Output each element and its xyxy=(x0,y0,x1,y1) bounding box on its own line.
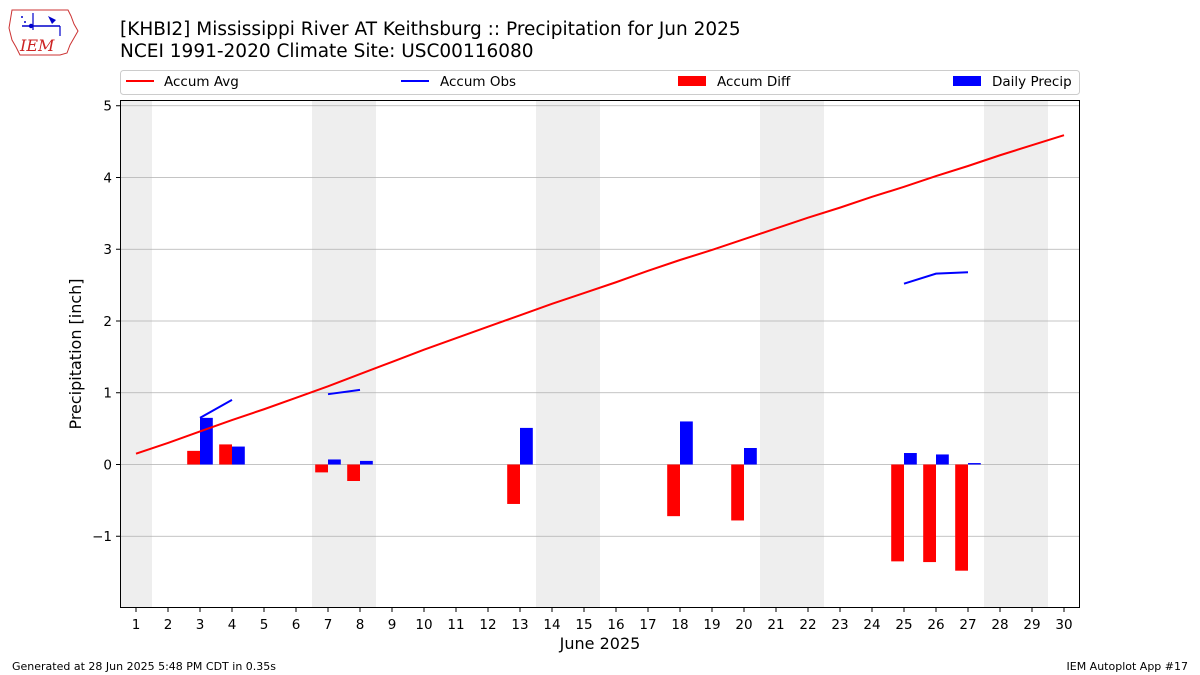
accum-obs-line-segment-1 xyxy=(199,399,233,419)
daily-precip-bar-day-25 xyxy=(904,453,917,465)
x-tick-label-16: 16 xyxy=(607,617,624,633)
legend-box xyxy=(120,70,1080,95)
daily-precip-bar-day-20 xyxy=(744,447,757,465)
y-tick-label-4: 4 xyxy=(103,170,112,186)
daily-precip-bar-day-13 xyxy=(520,427,533,465)
daily-precip-bar-day-4 xyxy=(232,446,245,465)
plot-frame xyxy=(120,100,1080,608)
x-axis-ticks: 1 2 3 4 5 6 7 8 9 10 11 12 13 14 15 16 17 18 19 20 21 22 23 24 2… xyxy=(132,608,1073,633)
chart-subtitle: NCEI 1991-2020 Climate Site: USC00116080 xyxy=(120,41,534,62)
x-tick-label-5: 5 xyxy=(260,617,269,633)
accum-diff-bar-day-26 xyxy=(923,464,936,563)
accum-obs-line-segment-2 xyxy=(327,388,361,396)
accum-diff-bar-day-20 xyxy=(731,464,744,521)
legend-swatch-accum-diff xyxy=(678,76,706,86)
x-tick-label-8: 8 xyxy=(356,617,365,633)
x-tick-label-4: 4 xyxy=(228,617,237,633)
x-tick-label-7: 7 xyxy=(324,617,333,633)
accum-diff-bar-day-4 xyxy=(219,444,232,465)
x-tick-label-1: 1 xyxy=(132,617,141,633)
x-tick-label-29: 29 xyxy=(1023,617,1040,633)
y-tick-label-2: 2 xyxy=(103,314,112,330)
daily-precip-bar-day-27 xyxy=(968,463,981,465)
weekend-band-day-8 xyxy=(344,100,376,608)
lines xyxy=(135,134,1065,455)
y-tick-label--1: −1 xyxy=(92,529,112,545)
daily-precip-bar-day-8 xyxy=(360,460,373,465)
weekend-band-day-7 xyxy=(312,100,344,608)
iowa-outline-icon xyxy=(8,9,79,56)
x-tick-label-2: 2 xyxy=(164,617,173,633)
weekend-shading xyxy=(120,100,1048,608)
weekend-band-day-21 xyxy=(760,100,792,608)
x-tick-label-28: 28 xyxy=(991,617,1008,633)
accum-obs-line-segment-3 xyxy=(903,271,969,285)
x-tick-label-27: 27 xyxy=(959,617,976,633)
y-tick-label-3: 3 xyxy=(103,242,112,258)
x-tick-label-15: 15 xyxy=(575,617,592,633)
x-tick-label-3: 3 xyxy=(196,617,205,633)
x-tick-label-11: 11 xyxy=(447,617,464,633)
accum-diff-bar-day-18 xyxy=(667,464,680,517)
weekend-band-day-28 xyxy=(984,100,1016,608)
accum-diff-bar-day-13 xyxy=(507,464,520,504)
legend-label-accum-diff: Accum Diff xyxy=(717,74,791,90)
weather-station-icon xyxy=(21,13,61,36)
y-axis-ticks: −1 0 1 2 3 4 5 xyxy=(92,99,120,545)
legend-label-daily-precip: Daily Precip xyxy=(992,74,1072,90)
x-tick-label-10: 10 xyxy=(415,617,432,633)
x-tick-label-30: 30 xyxy=(1055,617,1072,633)
legend-label-accum-obs: Accum Obs xyxy=(440,74,516,90)
accum-diff-bar-day-7 xyxy=(315,464,328,473)
bars xyxy=(187,417,981,571)
footer-generated: Generated at 28 Jun 2025 5:48 PM CDT in … xyxy=(12,660,276,673)
weekend-band-day-22 xyxy=(792,100,824,608)
chart-title: [KHBI2] Mississippi River AT Keithsburg … xyxy=(120,19,741,40)
x-tick-label-14: 14 xyxy=(543,617,560,633)
y-tick-label-1: 1 xyxy=(103,386,112,402)
daily-precip-bar-day-3 xyxy=(200,417,213,465)
gridlines xyxy=(120,105,1080,537)
daily-precip-bar-day-26 xyxy=(936,454,949,465)
weekend-band-day-15 xyxy=(568,100,600,608)
legend-swatch-daily-precip xyxy=(953,76,981,86)
y-tick-label-0: 0 xyxy=(103,457,112,473)
footer-app: IEM Autoplot App #17 xyxy=(1067,660,1189,673)
accum-diff-bar-day-8 xyxy=(347,464,360,481)
daily-precip-bar-day-7 xyxy=(328,459,341,465)
x-tick-label-18: 18 xyxy=(671,617,688,633)
x-tick-label-6: 6 xyxy=(292,617,301,633)
accum-diff-bar-day-27 xyxy=(955,464,968,571)
y-tick-label-5: 5 xyxy=(103,99,112,115)
weekend-band-day-1 xyxy=(120,100,152,608)
x-tick-label-24: 24 xyxy=(863,617,880,633)
accum-avg-line xyxy=(135,134,1065,455)
x-axis-title: June 2025 xyxy=(559,634,641,653)
x-tick-label-12: 12 xyxy=(479,617,496,633)
weekend-band-day-14 xyxy=(536,100,568,608)
iem-logo-text: IEM xyxy=(19,36,55,55)
iem-logo: IEM xyxy=(8,9,79,56)
legend: Accum Avg Accum Obs Accum Diff Daily Pre… xyxy=(120,70,1080,95)
x-tick-label-13: 13 xyxy=(511,617,528,633)
x-tick-label-17: 17 xyxy=(639,617,656,633)
x-tick-label-20: 20 xyxy=(735,617,752,633)
daily-precip-bar-day-18 xyxy=(680,421,693,465)
legend-label-accum-avg: Accum Avg xyxy=(164,74,239,90)
x-tick-label-25: 25 xyxy=(895,617,912,633)
y-axis-title: Precipitation [inch] xyxy=(66,278,85,429)
x-tick-label-26: 26 xyxy=(927,617,944,633)
x-tick-label-9: 9 xyxy=(388,617,397,633)
accum-diff-bar-day-3 xyxy=(187,450,200,465)
x-tick-label-23: 23 xyxy=(831,617,848,633)
x-tick-label-21: 21 xyxy=(767,617,784,633)
x-tick-label-19: 19 xyxy=(703,617,720,633)
accum-diff-bar-day-25 xyxy=(891,464,904,562)
weekend-band-day-29 xyxy=(1016,100,1048,608)
x-tick-label-22: 22 xyxy=(799,617,816,633)
